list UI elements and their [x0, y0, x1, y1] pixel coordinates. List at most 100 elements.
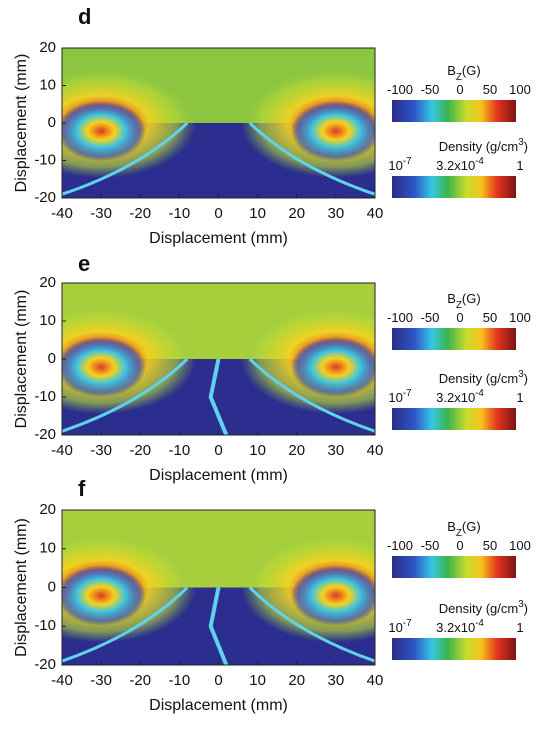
- density-blob: [290, 337, 375, 397]
- simulation-image: [62, 283, 375, 435]
- colorbar-tick-label: 0: [456, 310, 463, 325]
- y-tick-label: -20: [34, 656, 56, 673]
- x-tick-label: 0: [214, 205, 222, 222]
- colorbar-tick-label-main: 50: [483, 538, 497, 553]
- x-tick-label: 30: [328, 442, 345, 459]
- y-axis-label: Displacement (mm): [13, 518, 30, 657]
- y-tick-label: 20: [39, 39, 56, 56]
- colorbar-tick-label: 50: [483, 82, 497, 97]
- jet-boundary: [62, 357, 375, 433]
- y-tick-label: 20: [39, 501, 56, 518]
- colorbar-tick-label-main: 100: [509, 538, 531, 553]
- x-tick-label: -20: [129, 205, 151, 222]
- y-axis-label: Displacement (mm): [13, 290, 30, 429]
- jet-column: [208, 358, 229, 435]
- colorbar-tick-label: 3.2x10-4: [436, 618, 484, 635]
- colorbar-tick-label: 1: [516, 620, 523, 635]
- colorbar-title-rest: ): [524, 371, 528, 386]
- x-tick-label: 20: [288, 205, 305, 222]
- colorbar-tick-label-main: 50: [483, 82, 497, 97]
- colorbar-title-sup: 3: [518, 369, 523, 380]
- colorbar: [392, 556, 516, 578]
- colorbar-title: Density (g/cm3): [439, 599, 528, 616]
- jet-boundary: [62, 586, 375, 663]
- x-tick-label: -20: [129, 672, 151, 689]
- colorbar-tick-label-main: -50: [421, 310, 440, 325]
- colorbar-title-main: B: [447, 63, 456, 78]
- colorbar-tick-label-main: -50: [421, 538, 440, 553]
- simulation-image: [62, 48, 375, 198]
- colorbar-tick-label: -50: [421, 82, 440, 97]
- x-axis-label: Displacement (mm): [149, 467, 288, 484]
- colorbar-title: Density (g/cm3): [439, 137, 528, 154]
- colorbar-title-main: B: [447, 519, 456, 534]
- x-axis-label: Displacement (mm): [149, 230, 288, 247]
- colorbar-tick-label-sup: -7: [403, 618, 412, 629]
- jet-column: [208, 587, 229, 665]
- density-blob: [290, 101, 375, 161]
- colorbar-tick-label-main: -100: [387, 310, 413, 325]
- colorbar-tick-label-main: 10: [388, 158, 402, 173]
- density-blob: [62, 101, 147, 161]
- y-tick-label: 0: [48, 114, 56, 131]
- x-tick-label: 10: [249, 442, 266, 459]
- colorbar-title-rest: ): [524, 139, 528, 154]
- panel-label: d: [78, 4, 91, 29]
- colorbar-tick-label: 1: [516, 158, 523, 173]
- colorbar-tick-label-sup: -7: [403, 388, 412, 399]
- colorbar-title-rest: (G): [462, 519, 481, 534]
- x-tick-label: -10: [169, 672, 191, 689]
- colorbar-tick-label-main: 0: [456, 310, 463, 325]
- x-tick-label: 30: [328, 205, 345, 222]
- density-blob: [290, 565, 375, 626]
- x-tick-label: -30: [90, 672, 112, 689]
- colorbar-title-rest: (G): [462, 63, 481, 78]
- x-tick-label: -40: [51, 672, 73, 689]
- x-tick-label: 20: [288, 672, 305, 689]
- colorbar-tick-label: -100: [387, 82, 413, 97]
- colorbar-tick-label-main: -100: [387, 538, 413, 553]
- colorbar-tick-label-main: 100: [509, 82, 531, 97]
- colorbar-title: BZ(G): [447, 291, 480, 311]
- y-tick-label: 0: [48, 350, 56, 367]
- colorbar-tick-label: 3.2x10-4: [436, 156, 484, 173]
- colorbar-title-rest: (G): [462, 291, 481, 306]
- x-tick-label: -10: [169, 442, 191, 459]
- x-tick-label: 20: [288, 442, 305, 459]
- colorbar-title-sup: 3: [518, 599, 523, 610]
- colorbar-tick-label: -50: [421, 538, 440, 553]
- colorbar-title-main: B: [447, 291, 456, 306]
- colorbar-tick-label-main: 1: [516, 620, 523, 635]
- colorbar-title: BZ(G): [447, 63, 480, 83]
- colorbar-tick-label-main: 3.2x10: [436, 390, 475, 405]
- jet-boundary: [62, 121, 375, 196]
- x-tick-label: 40: [367, 672, 384, 689]
- colorbar-tick-label-main: 3.2x10: [436, 158, 475, 173]
- colorbar-tick-label-sup: -4: [475, 156, 484, 167]
- colorbar-tick-label: 100: [509, 310, 531, 325]
- colorbar-title-main: Density (g/cm: [439, 371, 518, 386]
- y-tick-label: -10: [34, 151, 56, 168]
- colorbar-tick-label: -100: [387, 538, 413, 553]
- colorbar-title: BZ(G): [447, 519, 480, 539]
- colorbar-tick-label-main: -100: [387, 82, 413, 97]
- colorbar-tick-label-sup: -4: [475, 388, 484, 399]
- colorbar-title-sub: Z: [456, 72, 462, 83]
- y-axis-label: Displacement (mm): [13, 54, 30, 193]
- x-tick-label: -40: [51, 442, 73, 459]
- colorbar: [392, 328, 516, 350]
- colorbar-tick-label: 10-7: [388, 388, 411, 405]
- y-tick-label: 10: [39, 312, 56, 329]
- colorbar-tick-label-main: 1: [516, 390, 523, 405]
- simulation-image: [62, 510, 375, 665]
- colorbar-title-rest: ): [524, 601, 528, 616]
- colorbar: [392, 638, 516, 660]
- colorbar-tick-label: -100: [387, 310, 413, 325]
- y-tick-label: 20: [39, 274, 56, 291]
- x-tick-label: -30: [90, 205, 112, 222]
- y-tick-label: -10: [34, 388, 56, 405]
- colorbar-tick-label: 50: [483, 538, 497, 553]
- colorbar-tick-label-main: 0: [456, 82, 463, 97]
- y-tick-label: -10: [34, 617, 56, 634]
- colorbar-tick-label-main: 3.2x10: [436, 620, 475, 635]
